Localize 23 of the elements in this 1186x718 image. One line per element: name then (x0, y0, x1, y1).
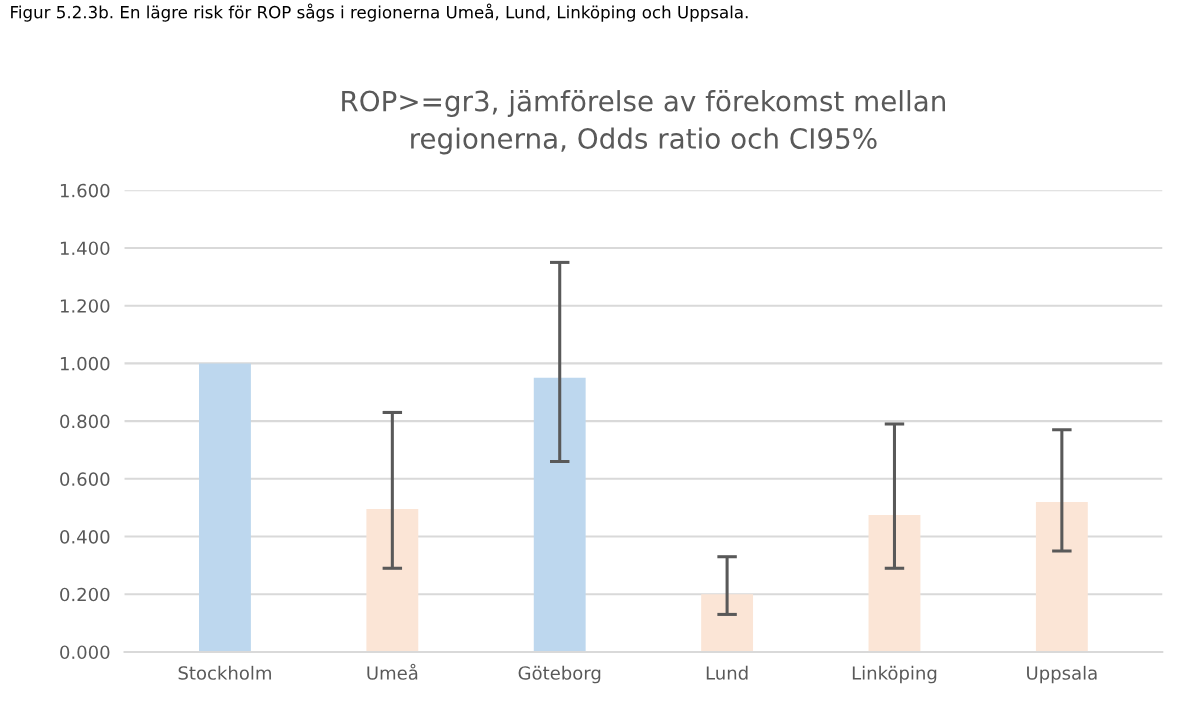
bar (366, 509, 419, 652)
y-tick-label: 0.800 (60, 414, 110, 429)
bar (868, 514, 921, 652)
y-tick-label: 0.000 (60, 645, 110, 660)
x-tick-label: Umeå (367, 663, 418, 680)
bar (199, 363, 251, 652)
y-tick-label: 0.600 (60, 472, 110, 486)
bar (1035, 501, 1088, 652)
chart-title: ROP>=gr3, jämförelse av förekomst mellan regionerna, Odds ratio och CI95% (342, 90, 945, 155)
x-tick-label: Stockholm (178, 665, 271, 680)
y-tick-label: 1.400 (60, 241, 110, 256)
x-tick-label: Uppsala (1027, 665, 1097, 684)
text: Figur 5.2.3b. En lägre risk för ROP sågs i regionerna Umeå, Lund, Linköping och Uppsala. (11, 3, 748, 22)
x-tick-label: Linköping (852, 665, 937, 684)
bar (701, 594, 754, 652)
y-tick-label: 1.200 (60, 299, 110, 313)
x-tick-label: Göteborg (518, 665, 601, 684)
x-tick-label: Lund (706, 665, 748, 680)
y-tick-label: 1.000 (60, 356, 110, 371)
y-tick-label: 0.200 (60, 587, 110, 602)
bar (533, 377, 586, 652)
y-tick-label: 0.400 (60, 529, 110, 544)
y-tick-label: 1.600 (60, 183, 110, 198)
